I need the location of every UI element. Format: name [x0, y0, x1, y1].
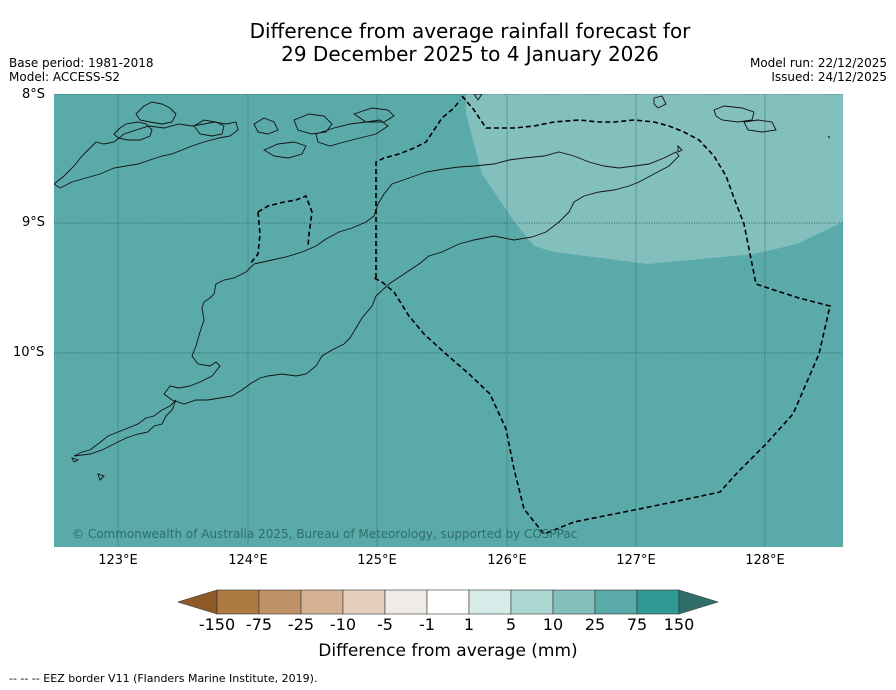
alor-coastline [113, 121, 153, 141]
coastlines [54, 94, 831, 481]
colorbar-extend-high [678, 589, 720, 615]
north-islands-coastline [135, 101, 395, 147]
colorbar-title: Difference from average (mm) [318, 641, 578, 661]
roti-coastline [71, 399, 177, 481]
copyright-text: © Commonwealth of Australia 2025, Bureau… [72, 527, 577, 541]
lon-label-124e: 124°E [228, 553, 268, 568]
tiny-islands-coastline [473, 94, 831, 153]
colorbar-swatch [258, 589, 302, 615]
title-line-2: 29 December 2025 to 4 January 2026 [281, 42, 659, 66]
colorbar-swatch [468, 589, 512, 615]
model-name: Model: ACCESS-S2 [9, 70, 121, 84]
model-run: Model run: 22/12/2025 [749, 56, 887, 70]
issued-date: Issued: 24/12/2025 [771, 70, 887, 84]
colorbar-swatch [552, 589, 596, 615]
colorbar-tick-label: -150 [198, 615, 236, 634]
map-panel[interactable]: © Commonwealth of Australia 2025, Bureau… [54, 94, 843, 547]
lat-grid-lines [54, 94, 843, 354]
lon-label-127e: 127°E [616, 553, 656, 568]
eez-border-main [373, 95, 831, 535]
colorbar-tick-label: 25 [584, 615, 606, 634]
colorbar-swatch [636, 589, 680, 615]
lat-label-8s: 8°S [22, 87, 46, 102]
lon-label-126e: 126°E [487, 553, 527, 568]
colorbar-tick-label: 5 [505, 615, 517, 634]
base-period: Base period: 1981-2018 [9, 56, 154, 70]
colorbar-swatch [342, 589, 386, 615]
wetar-east-coastline [263, 141, 307, 159]
grid-lines [117, 94, 766, 547]
colorbar-tick-label: -25 [287, 615, 315, 634]
eez-footnote: -- -- -- EEZ border V11 (Flanders Marine… [9, 672, 318, 685]
timor-coastline [163, 151, 680, 405]
colorbar-swatch [216, 589, 260, 615]
map-svg: © Commonwealth of Australia 2025, Bureau… [54, 94, 843, 547]
meta-right: Model run: 22/12/2025 Issued: 24/12/2025 [750, 56, 887, 84]
lat-label-10s: 10°S [13, 345, 45, 360]
colorbar-tick-label: 75 [626, 615, 648, 634]
chart-title: Difference from average rainfall forecas… [170, 20, 770, 66]
colorbar-swatch [384, 589, 428, 615]
colorbar-swatches [178, 589, 720, 615]
lon-label-128e: 128°E [745, 553, 785, 568]
colorbar-swatch [300, 589, 344, 615]
wetar-coastline [54, 121, 239, 189]
title-line-1: Difference from average rainfall forecas… [249, 19, 691, 43]
colorbar-tick-label: -75 [245, 615, 273, 634]
colorbar-tick-label: -10 [329, 615, 357, 634]
meta-left: Base period: 1981-2018 Model: ACCESS-S2 [9, 56, 154, 84]
colorbar-swatch [426, 589, 470, 615]
lat-label-9s: 9°S [22, 215, 46, 230]
lon-label-125e: 125°E [357, 553, 397, 568]
colorbar [178, 589, 720, 615]
lon-label-123e: 123°E [98, 553, 138, 568]
colorbar-tick-label: -1 [419, 615, 435, 634]
colorbar-tick-label: 150 [663, 615, 695, 634]
colorbar-tick-label: 1 [463, 615, 475, 634]
colorbar-tick-label: 10 [542, 615, 564, 634]
light-anomaly-region [466, 94, 843, 264]
colorbar-swatch [510, 589, 554, 615]
eez-border [249, 95, 831, 535]
colorbar-swatch [594, 589, 638, 615]
colorbar-tick-label: -5 [377, 615, 393, 634]
colorbar-extend-low [178, 589, 218, 615]
eez-border-small [249, 194, 313, 265]
